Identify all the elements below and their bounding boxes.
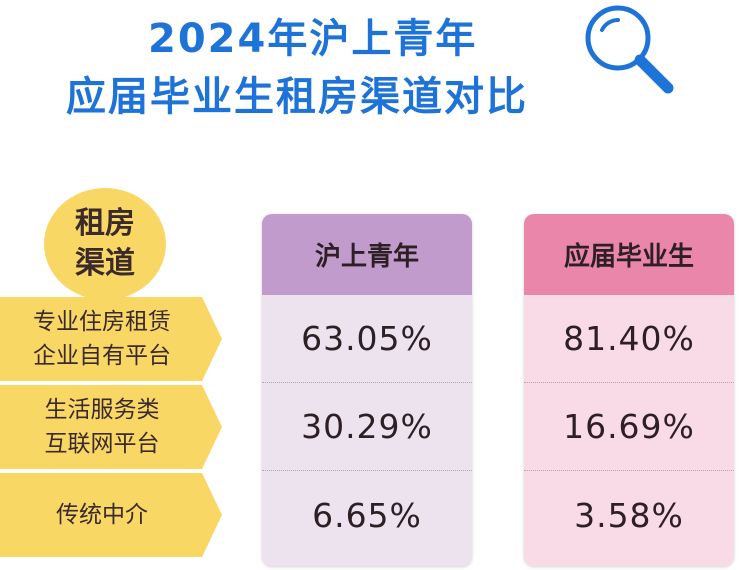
category-label-3-line-1: 传统中介 <box>56 502 148 528</box>
series-1-value-2: 30.29% <box>262 383 472 471</box>
title-line-2: 应届毕业生租房渠道对比 <box>66 74 528 120</box>
magnifier-icon <box>585 5 674 94</box>
category-label-2-line-1: 生活服务类 <box>44 397 160 423</box>
title-block: 2024年沪上青年 应届毕业生租房渠道对比 <box>0 0 746 130</box>
category-label-1-line-2: 企业自有平台 <box>33 343 171 369</box>
series-1-value-1: 63.05% <box>262 295 472 383</box>
row-header-badge: 租房 渠道 <box>44 188 166 300</box>
series-2-value-3: 3.58% <box>574 495 684 535</box>
series-2-value-2: 16.69% <box>524 383 734 471</box>
row-header-line-2: 渠道 <box>75 246 135 281</box>
category-label-2: 生活服务类 互联网平台 <box>0 385 222 469</box>
series-1-header: 沪上青年 <box>262 214 472 295</box>
category-label-1: 专业住房租赁 企业自有平台 <box>0 297 222 381</box>
category-label-3: 传统中介 <box>0 473 222 557</box>
category-label-2-line-2: 互联网平台 <box>44 431 160 457</box>
title-line-1: 2024年沪上青年 <box>148 16 478 62</box>
series-card-1: 沪上青年 63.05% 30.29% 6.65% <box>262 214 472 566</box>
series-1-value-3: 6.65% <box>312 495 422 535</box>
row-header-line-1: 租房 <box>75 206 135 241</box>
series-2-value-1: 81.40% <box>524 295 734 383</box>
series-2-header: 应届毕业生 <box>524 214 734 295</box>
category-label-1-line-1: 专业住房租赁 <box>33 309 171 335</box>
series-card-2: 应届毕业生 81.40% 16.69% 3.58% <box>524 214 734 566</box>
